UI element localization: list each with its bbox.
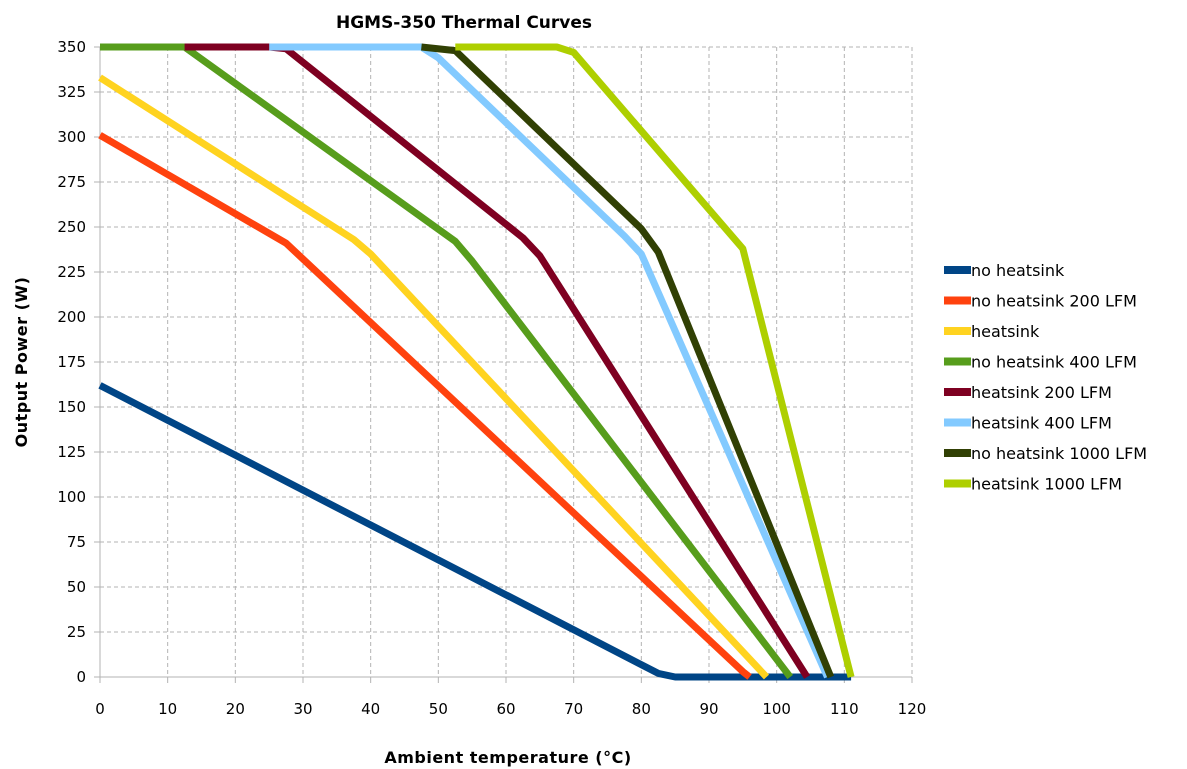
legend-swatch: [944, 388, 971, 396]
y-tick-label: 300: [57, 128, 86, 146]
legend-swatch: [944, 449, 971, 457]
y-tick-label: 125: [57, 443, 86, 461]
x-tick-label: 0: [95, 700, 105, 718]
legend-swatch: [944, 357, 971, 366]
legend-swatch: [944, 418, 971, 427]
series-line-4: [184, 43, 811, 679]
x-tick-label: 80: [632, 700, 651, 718]
x-axis-label: Ambient temperature (°C): [384, 748, 631, 767]
series-line-6: [421, 43, 835, 679]
legend-entry: heatsink: [971, 322, 1040, 341]
legend-swatch: [944, 479, 971, 488]
series-line-1: [98, 132, 752, 680]
y-tick-label: 200: [57, 308, 86, 326]
y-tick-label: 50: [67, 578, 86, 596]
x-tick-label: 90: [699, 700, 718, 718]
grid-lines: [100, 46, 913, 677]
x-tick-label: 10: [158, 700, 177, 718]
series-line-0: [98, 382, 852, 681]
legend-entry: heatsink 400 LFM: [971, 414, 1112, 433]
legend-swatch: [944, 296, 971, 305]
y-tick-label: 75: [67, 533, 86, 551]
series-line-7: [455, 43, 855, 678]
legend-entry: no heatsink: [971, 261, 1065, 280]
legend-swatch: [944, 327, 971, 335]
y-tick-label: 275: [57, 173, 86, 191]
y-tick-labels: 0 25 50 75 100 125 150 175 200 225 250 275 300 325 350: [57, 38, 86, 686]
y-tick-label: 25: [67, 623, 86, 641]
y-tick-label: 325: [57, 83, 86, 101]
series-line-5: [269, 43, 831, 679]
legend-swatch: [944, 266, 971, 274]
x-tick-label: 110: [830, 700, 859, 718]
legend-entry: heatsink 200 LFM: [971, 383, 1112, 402]
y-tick-label: 100: [57, 488, 86, 506]
series-line-2: [98, 74, 770, 680]
x-tick-label: 30: [293, 700, 312, 718]
legend-entry: no heatsink 400 LFM: [971, 353, 1137, 372]
series-lines: [98, 43, 855, 681]
chart-title: HGMS-350 Thermal Curves: [336, 13, 592, 33]
x-tick-label: 50: [429, 700, 448, 718]
y-tick-label: 150: [57, 398, 86, 416]
x-tick-label: 120: [898, 700, 927, 718]
series-line-3: [100, 43, 793, 680]
y-axis-label: Output Power (W): [12, 277, 31, 448]
x-tick-labels: 0 10 20 30 40 50 60 70 80 90 100 110 120: [95, 700, 926, 718]
x-tick-label: 20: [226, 700, 245, 718]
y-tick-label: 350: [57, 38, 86, 56]
legend: no heatsink no heatsink 200 LFM heatsink no…: [944, 261, 1147, 494]
y-tick-label: 0: [76, 668, 86, 686]
legend-entry: no heatsink 1000 LFM: [971, 444, 1147, 463]
x-tick-label: 100: [762, 700, 791, 718]
legend-entry: no heatsink 200 LFM: [971, 292, 1137, 311]
x-tick-label: 40: [361, 700, 380, 718]
y-tick-label: 250: [57, 218, 86, 236]
y-tick-label: 225: [57, 263, 86, 281]
x-tick-label: 60: [496, 700, 515, 718]
legend-entry: heatsink 1000 LFM: [971, 475, 1122, 494]
y-tick-label: 175: [57, 353, 86, 371]
x-tick-label: 70: [564, 700, 583, 718]
